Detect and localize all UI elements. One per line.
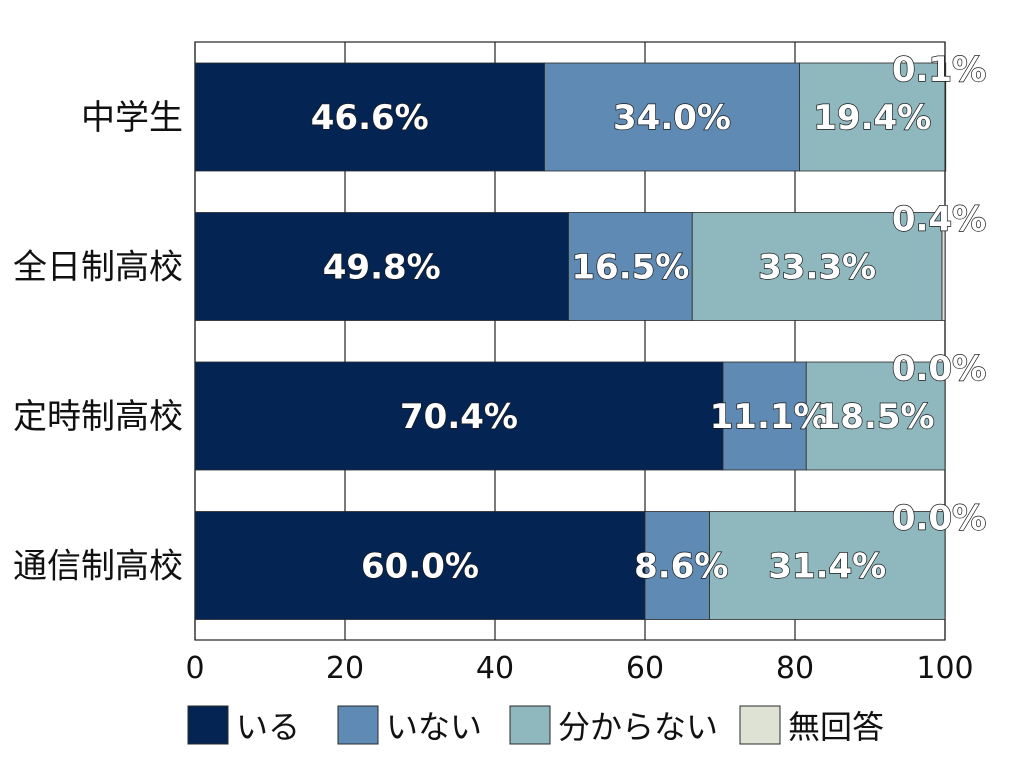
category-label-1: 全日制高校 [13, 248, 183, 288]
legend-swatch-2 [509, 705, 551, 745]
category-label-0: 中学生 [81, 98, 183, 138]
x-tick-0: 0 [185, 651, 204, 686]
data-label-0-3: 0.1% [892, 50, 986, 90]
bar-3-2 [709, 511, 946, 620]
bar-0-0 [194, 62, 545, 172]
data-label-0-0: 46.6% [311, 98, 429, 138]
bar-0-1 [544, 62, 800, 172]
data-label-2-3: 0.0% [892, 349, 986, 389]
data-label-1-1: 16.5% [571, 248, 689, 288]
category-label-3: 通信制高校 [13, 547, 183, 587]
x-tick-20: 20 [326, 651, 364, 686]
legend-label-0: いる [236, 708, 300, 746]
legend: いる いない 分からない 無回答 [187, 705, 884, 746]
data-label-3-2: 31.4% [768, 547, 886, 587]
bar-0-2 [799, 62, 946, 172]
bars [194, 62, 947, 620]
x-tick-labels: 0 20 40 60 80 100 [185, 651, 973, 686]
bar-1-0 [194, 212, 569, 321]
legend-swatch-1 [337, 705, 379, 745]
bar-2-0 [194, 361, 724, 471]
x-tick-100: 100 [916, 651, 973, 686]
x-tick-40: 40 [476, 651, 514, 686]
data-label-3-0: 60.0% [361, 547, 479, 587]
data-label-2-1: 11.1% [710, 397, 828, 437]
bar-3-1 [644, 511, 710, 620]
data-label-3-3: 0.0% [892, 499, 986, 539]
bar-2-2 [805, 361, 946, 471]
data-label-0-2: 19.4% [813, 98, 931, 138]
data-label-3-1: 8.6% [634, 547, 728, 587]
plot-frame [194, 41, 946, 641]
category-label-2: 定時制高校 [13, 397, 183, 437]
data-label-0-1: 34.0% [613, 98, 731, 138]
bar-2-1 [722, 361, 807, 471]
bar-1-3 [941, 212, 946, 321]
data-label-2-0: 70.4% [400, 397, 518, 437]
bar-0-3 [944, 62, 947, 172]
legend-label-2: 分からない [558, 708, 718, 746]
x-tick-80: 80 [776, 651, 814, 686]
x-tick-60: 60 [626, 651, 664, 686]
bar-3-0 [194, 511, 646, 620]
data-label-1-2: 33.3% [758, 248, 876, 288]
bar-1-2 [691, 212, 943, 321]
data-label-1-0: 49.8% [323, 248, 441, 288]
legend-swatch-0 [187, 705, 229, 745]
legend-label-1: いない [386, 708, 482, 746]
data-labels: 46.6% 34.0% 19.4% 0.1% 49.8% 16.5% 33.3% 0.4% 70… [310, 49, 987, 587]
data-label-2-2: 18.5% [817, 397, 935, 437]
bar-1-1 [568, 212, 693, 321]
legend-swatch-3 [739, 705, 781, 745]
data-label-1-3: 0.4% [892, 200, 986, 240]
legend-label-3: 無回答 [788, 708, 884, 746]
